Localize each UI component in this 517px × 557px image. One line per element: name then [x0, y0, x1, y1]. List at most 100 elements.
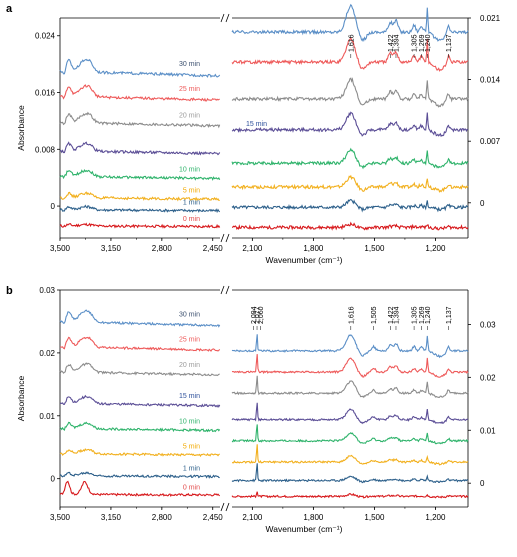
y-tick-label-left: 0.02 [39, 349, 55, 358]
spectrum-10-min-right [231, 424, 469, 445]
spectrum-30-min-left [59, 58, 221, 78]
peak-label: 1,269 [419, 34, 426, 52]
x-tick-label: 1,200 [425, 244, 446, 253]
spectrum-15-min-right [231, 402, 469, 425]
peak-label: 1,137 [446, 34, 453, 52]
y-tick-label-left: 0 [51, 202, 56, 211]
panel-letter: b [6, 285, 13, 297]
series-label: 0 min [183, 484, 200, 491]
chart-panel-b: b 3,500 3,150 2,800 2,450 2,100 1,800 1,500 1,20… [6, 285, 496, 534]
x-tick-label: 2,450 [203, 244, 224, 253]
peak-label: 1,305 [412, 306, 419, 324]
axis-break-mark [220, 13, 225, 23]
spectrum-25-min-left [59, 84, 220, 102]
y-tick-label-left: 0.03 [39, 286, 55, 295]
spectrum-15-min-left [59, 141, 221, 156]
y-tick-label-left: 0.01 [39, 412, 55, 421]
x-tick-label: 2,800 [152, 513, 173, 522]
x-tick-label: 1,800 [303, 244, 324, 253]
chart-panel-a: a 3,500 3,150 2,800 2,450 2,100 1,800 1,500 1,20… [6, 3, 501, 265]
peak-label: 1,394 [393, 306, 400, 324]
spectrum-0-min-right [231, 491, 469, 499]
x-tick-label: 3,150 [101, 244, 122, 253]
series-label: 15 min [246, 121, 267, 128]
x-tick-label: 3,150 [101, 513, 122, 522]
spectrum-30-min-right [231, 334, 469, 359]
series-label: 25 min [179, 337, 200, 344]
spectrum-5-min-left [59, 191, 220, 202]
x-tick-label: 1,500 [364, 244, 385, 253]
spectrum-30-min-left [59, 309, 221, 328]
x-tick-label: 2,100 [242, 244, 263, 253]
spectrum-10-min-left [59, 168, 221, 181]
peak-label: 1,616 [348, 306, 355, 324]
spectrum-1-min-left [59, 204, 221, 214]
y-tick-label-left: 0.008 [35, 145, 56, 154]
spectrum-10-min-left [59, 421, 221, 433]
y-tick-label-right: 0.021 [480, 14, 501, 23]
series-label: 5 min [183, 188, 200, 195]
spectrum-1-min-right [231, 463, 469, 484]
x-tick-label: 1,200 [425, 513, 446, 522]
spectrum-25-min-left [59, 336, 221, 352]
series-label: 0 min [183, 216, 200, 223]
series-label: 1 min [183, 466, 200, 473]
series-label: 15 min [179, 393, 200, 400]
y-tick-label-right: 0 [480, 199, 485, 208]
spectrum-20-min-right [231, 77, 469, 108]
y-axis-label: Absorbance [16, 376, 26, 422]
spectrum-30-min-right [231, 3, 469, 42]
series-label: 1 min [183, 200, 200, 207]
peak-label: 1,505 [371, 306, 378, 324]
axis-break-mark [220, 285, 225, 295]
series-label: 30 min [179, 311, 200, 318]
spectrum-1-min-left [59, 471, 220, 479]
peak-label: 1,240 [425, 306, 432, 324]
series-label: 10 min [179, 166, 200, 173]
peak-label: 1,240 [425, 34, 432, 52]
y-tick-label-left: 0.016 [35, 89, 56, 98]
y-axis-label: Absorbance [16, 105, 26, 151]
y-tick-label-right: 0 [480, 479, 485, 488]
peak-label: 1,616 [348, 34, 355, 52]
axis-break-mark [220, 233, 225, 243]
spectrum-20-min-left [59, 111, 221, 129]
x-axis-label: Wavenumber (cm⁻¹) [266, 524, 343, 534]
x-axis-label: Wavenumber (cm⁻¹) [266, 255, 343, 265]
series-label: 20 min [179, 362, 200, 369]
y-tick-label-right: 0.02 [480, 373, 496, 382]
spectrum-0-min-left [59, 480, 221, 497]
x-tick-label: 2,100 [242, 513, 263, 522]
spectrum-25-min-right [231, 36, 469, 72]
x-tick-label: 3,500 [50, 244, 71, 253]
peak-label: 1,394 [393, 34, 400, 52]
axis-break-mark [225, 233, 230, 243]
series-label: 10 min [179, 418, 200, 425]
series-label: 25 min [179, 86, 200, 93]
axis-break-mark [220, 502, 225, 512]
y-tick-label-right: 0.01 [480, 426, 496, 435]
spectrum-25-min-right [231, 354, 469, 378]
x-tick-label: 2,450 [203, 513, 224, 522]
peak-label: 1,422 [388, 306, 395, 324]
y-tick-label-right: 0.014 [480, 76, 501, 85]
y-tick-label-right: 0.007 [480, 137, 501, 146]
x-tick-label: 1,800 [303, 513, 324, 522]
y-tick-label-right: 0.03 [480, 320, 496, 329]
x-tick-label: 1,500 [364, 513, 385, 522]
spectrum-5-min-left [59, 448, 220, 458]
spectrum-5-min-right [231, 174, 469, 193]
spectrum-20-min-left [59, 362, 220, 377]
peak-label: 2,077 [255, 306, 262, 324]
peak-label: 2,060 [258, 306, 265, 324]
spectrum-20-min-right [231, 375, 469, 399]
x-tick-label: 3,500 [50, 513, 71, 522]
spectrum-0-min-right [232, 221, 469, 231]
peak-label: 1,269 [419, 306, 426, 324]
spectrum-0-min-left [59, 222, 221, 229]
spectrum-15-min-left [59, 394, 221, 408]
axis-break-mark [225, 502, 230, 512]
axis-break-mark [225, 13, 230, 23]
peak-label: 2,094 [251, 306, 258, 324]
